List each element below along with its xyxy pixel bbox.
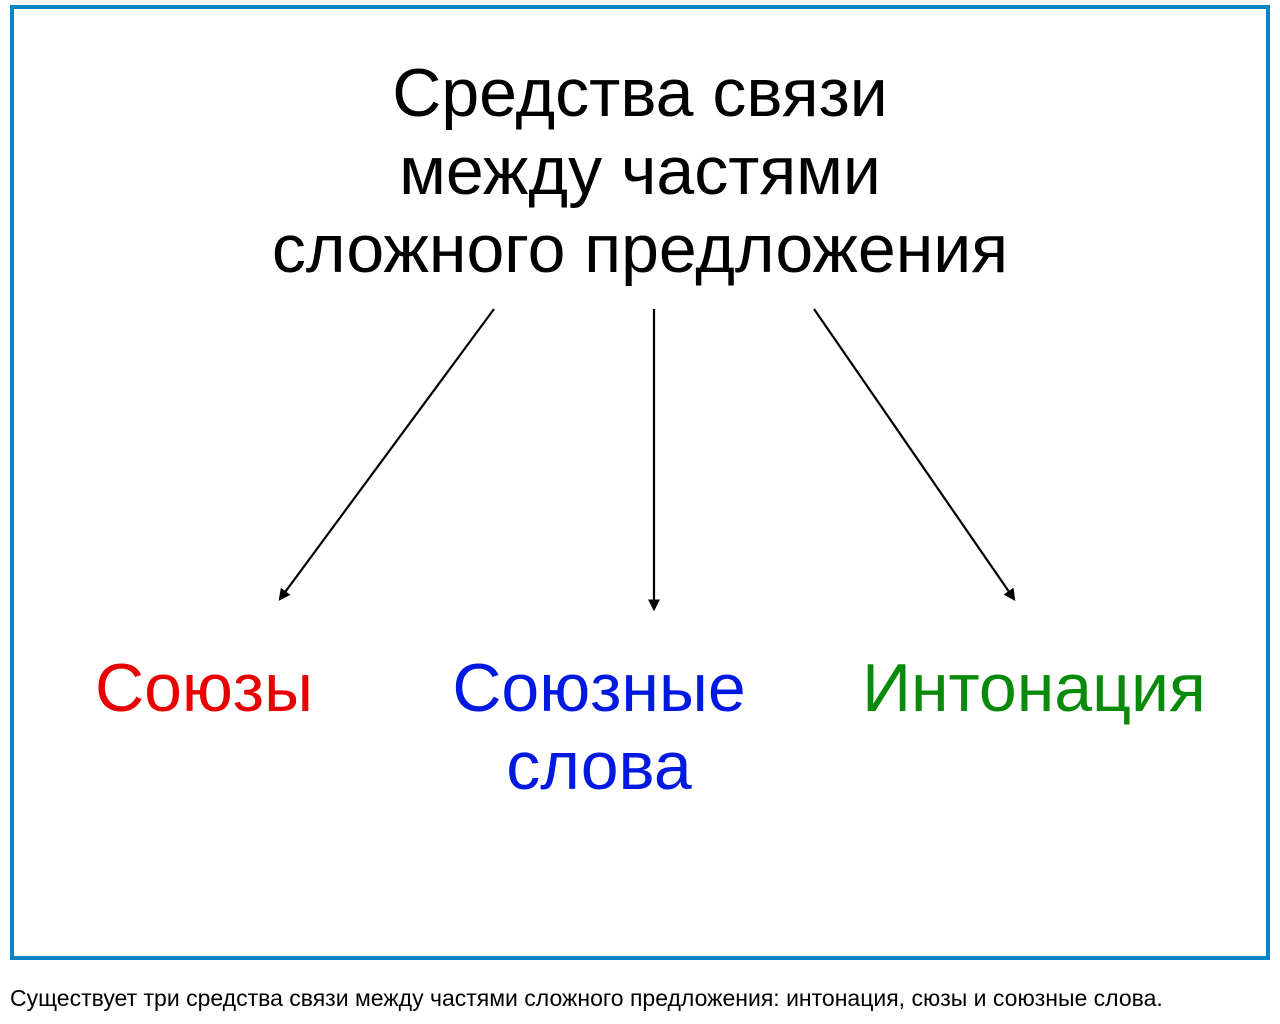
branch-right-label: Интонация [862, 650, 1206, 726]
diagram-frame: Средства связи между частями сложного пр… [10, 5, 1270, 960]
branch-center-line-1: Союзные [452, 650, 745, 726]
diagram-title: Средства связи между частями сложного пр… [14, 54, 1266, 289]
branch-center-line-2: слова [506, 728, 691, 804]
branch-right: Интонация [824, 649, 1244, 727]
branch-left: Союзы [54, 649, 354, 727]
title-line-1: Средства связи [392, 55, 888, 131]
title-line-3: сложного предложения [272, 211, 1008, 287]
caption-text: Существует три средства связи между част… [10, 985, 1163, 1012]
branches-container: Союзы Союзные слова Интонация [14, 649, 1266, 849]
arrows-svg [14, 299, 1274, 629]
title-line-2: между частями [399, 133, 881, 209]
branch-center: Союзные слова [384, 649, 814, 805]
branch-left-label: Союзы [95, 650, 313, 726]
